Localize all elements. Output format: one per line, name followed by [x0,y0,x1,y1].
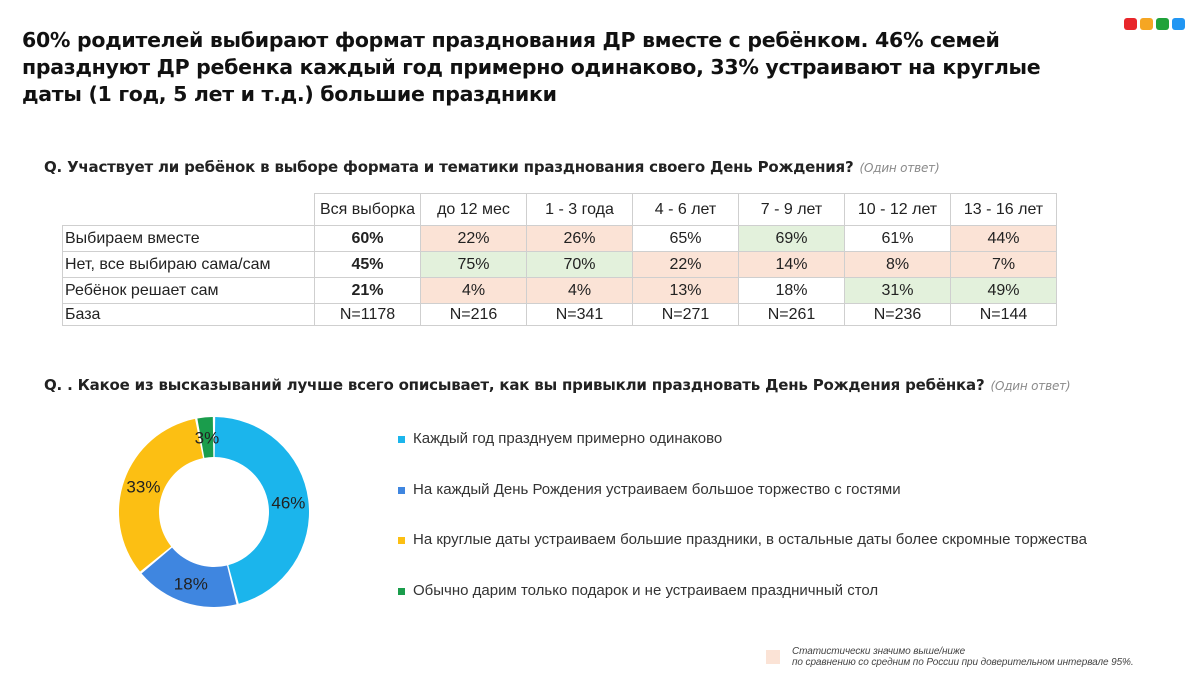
table-cell: N=261 [738,303,845,326]
table-cell: 70% [526,251,633,278]
table-cell: 8% [844,251,951,278]
legend-label: На круглые даты устраиваем большие празд… [413,531,1087,548]
logo-square-1 [1124,18,1137,30]
donut-slice [197,417,214,458]
question-2-note: (Один ответ) [990,379,1071,393]
table-row: Ребёнок решает сам 21% 4% 4% 13% 18% 31% 49% [62,277,1057,304]
table-cell: N=1178 [314,303,421,326]
legend-swatch [398,436,405,443]
table-cell: 44% [950,225,1057,252]
legend-label: Каждый год празднуем примерно одинаково [413,430,723,447]
table-corner [62,193,315,226]
row-label: База [62,303,315,326]
footnote-line-2: по сравнению со средним по России при до… [792,657,1134,668]
table-cell: 49% [950,277,1057,304]
table-cell: N=216 [420,303,527,326]
row-label: Ребёнок решает сам [62,277,315,304]
column-header: 13 - 16 лет [950,193,1057,226]
table-cell: 13% [632,277,739,304]
donut-slice [141,547,237,607]
legend-swatch [398,487,405,494]
table-cell: 14% [738,251,845,278]
table-cell: 7% [950,251,1057,278]
slice-label: 18% [174,574,208,593]
row-label: Нет, все выбираю сама/сам [62,251,315,278]
legend-item: Обычно дарим только подарок и не устраив… [398,580,878,602]
legend-swatch [398,537,405,544]
brand-logo [1124,18,1185,30]
table-cell: 61% [844,225,951,252]
question-1: Q. Участвует ли ребёнок в выборе формата… [44,158,940,176]
table-cell: 18% [738,277,845,304]
column-header: Вся выборка [314,193,421,226]
logo-square-3 [1156,18,1169,30]
table-row: Выбираем вместе 60% 22% 26% 65% 69% 61% 44% [62,225,1057,252]
legend-item: На каждый День Рождения устраиваем больш… [398,479,901,501]
column-header: 10 - 12 лет [844,193,951,226]
donut-slice [214,417,310,604]
logo-square-4 [1172,18,1185,30]
column-header: 4 - 6 лет [632,193,739,226]
logo-square-2 [1140,18,1153,30]
donut-slice [118,418,204,572]
footnote-line-1: Статистически значимо выше/ниже [792,646,966,657]
question-1-text: Q. Участвует ли ребёнок в выборе формата… [44,158,854,176]
question-2: Q. . Какое из высказываний лучше всего о… [44,376,1071,394]
legend-label: На каждый День Рождения устраиваем больш… [413,481,901,498]
donut-chart: 46% 18% 33% 3% [118,417,310,607]
slice-label: 3% [195,428,220,447]
table-cell: 69% [738,225,845,252]
slice-label: 46% [271,494,305,513]
table-cell: N=271 [632,303,739,326]
page-title: 60% родителей выбирают формат празднован… [22,28,1041,106]
table-cell: 60% [314,225,421,252]
table-row: Нет, все выбираю сама/сам 45% 75% 70% 22% 14%… [62,251,1057,278]
column-header: 7 - 9 лет [738,193,845,226]
table-cell: 22% [420,225,527,252]
row-label: Выбираем вместе [62,225,315,252]
footnote-swatch [766,650,780,664]
legend-label: Обычно дарим только подарок и не устраив… [413,582,879,599]
question-1-note: (Один ответ) [859,161,940,175]
table-cell: 4% [420,277,527,304]
table-cell: 65% [632,225,739,252]
table-cell: 75% [420,251,527,278]
table-cell: 31% [844,277,951,304]
legend-item: На круглые даты устраиваем большие празд… [398,529,1088,551]
table-cell: N=236 [844,303,951,326]
table-header-row: Вся выборка до 12 мес 1 - 3 года 4 - 6 л… [62,193,1057,226]
significance-footnote: Статистически значимо выше/ниже по сравн… [766,646,1134,668]
table-cell: 22% [632,251,739,278]
table-cell: 21% [314,277,421,304]
crosstab-table: Вся выборка до 12 мес 1 - 3 года 4 - 6 л… [62,193,1057,326]
slice-label: 33% [126,478,160,497]
table-row: База N=1178 N=216 N=341 N=271 N=261 N=236 N=144 [62,303,1057,326]
legend-item: Каждый год празднуем примерно одинаково [398,428,722,450]
table-cell: 4% [526,277,633,304]
table-cell: N=341 [526,303,633,326]
table-cell: N=144 [950,303,1057,326]
legend-swatch [398,588,405,595]
question-2-text: Q. . Какое из высказываний лучше всего о… [44,376,985,394]
table-cell: 26% [526,225,633,252]
column-header: 1 - 3 года [526,193,633,226]
column-header: до 12 мес [420,193,527,226]
table-cell: 45% [314,251,421,278]
